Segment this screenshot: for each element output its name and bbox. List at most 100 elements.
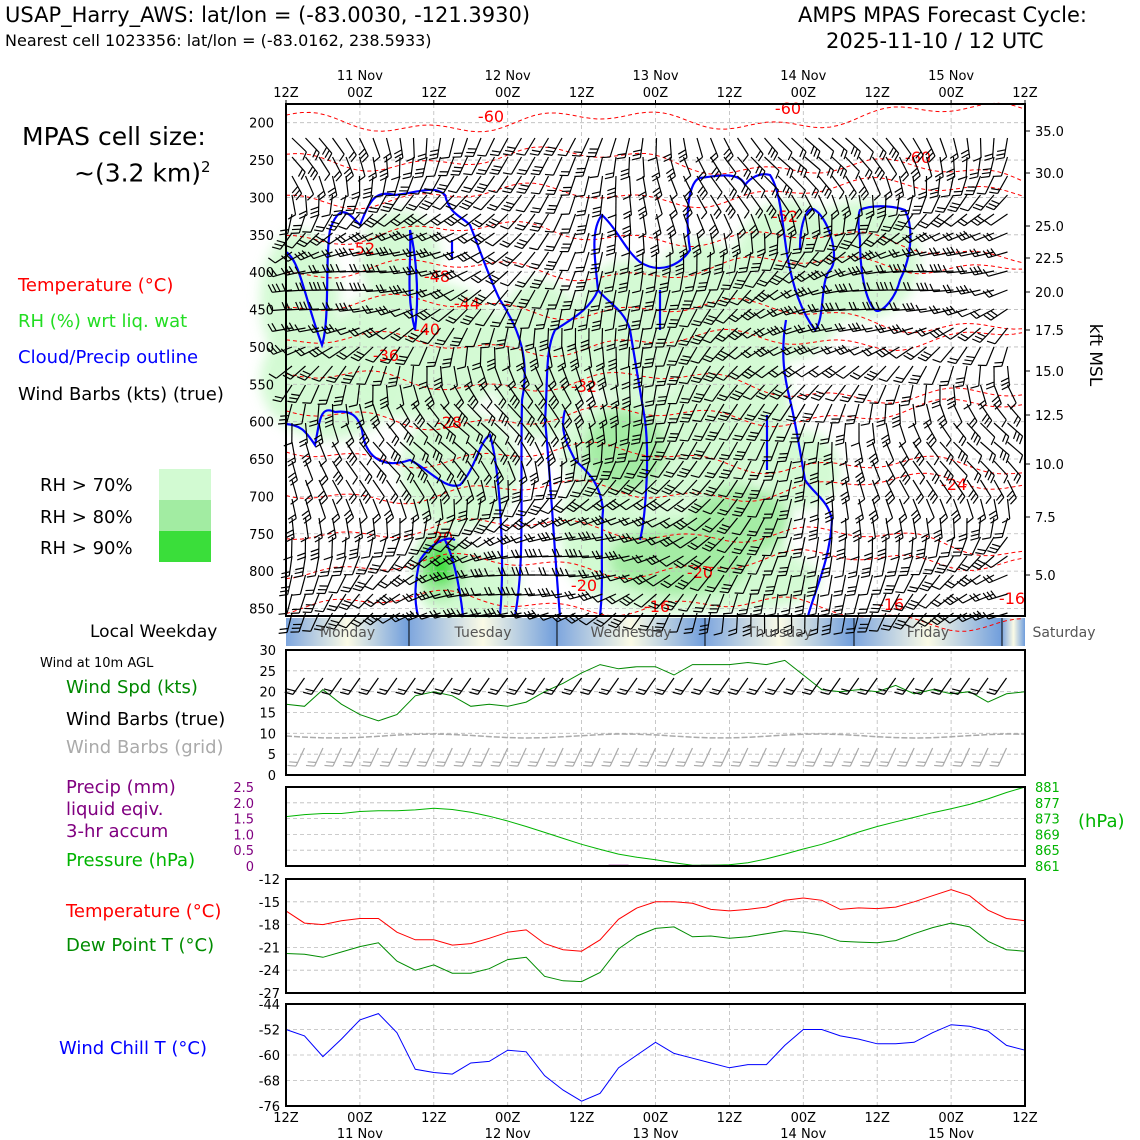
wind-barb-staff <box>609 137 617 158</box>
wind-barb-flag <box>448 202 457 208</box>
xsection-wind-barb <box>358 137 369 163</box>
wind-barb-flag <box>575 194 585 198</box>
wind-barb-staff <box>597 156 604 177</box>
wind-barb-flag <box>955 233 963 241</box>
xsection-wind-barb <box>937 403 948 429</box>
wind-barb-flag <box>547 208 556 211</box>
wind-barb-flag <box>786 167 791 176</box>
xsection-wind-barb <box>750 156 766 180</box>
xsection-wind-barb <box>545 194 563 214</box>
wind-barb-flag <box>575 251 584 254</box>
wind-barb-flag <box>698 281 708 284</box>
xsection-wind-barb <box>345 137 357 163</box>
wind-barb-flag <box>589 175 599 179</box>
wind-barb-flag <box>770 210 777 219</box>
wind-barb-flag <box>906 282 912 291</box>
wind-barb-flag <box>813 148 818 157</box>
wind-barb-staff <box>974 270 995 276</box>
wind-barb-flag <box>348 556 358 560</box>
xsection-wind-barb <box>982 248 1008 259</box>
wind-barb-staff <box>980 403 993 421</box>
wind-barb-staff <box>352 289 374 292</box>
xsection-wind-barb <box>502 137 523 156</box>
wind-barb-staff <box>399 498 407 519</box>
wind-barb-flag <box>835 373 844 379</box>
wind-barb-flag <box>358 148 366 156</box>
wind-barb-flag <box>504 149 514 153</box>
wind-barb-flag <box>915 304 921 313</box>
wind-barb-staff <box>669 232 674 253</box>
xsection-wind-barb <box>354 517 364 543</box>
wind-barb-flag <box>952 194 962 197</box>
xsection-wind-barb <box>372 536 388 558</box>
xsection-wind-barb <box>489 137 509 157</box>
wind-barb-staff <box>301 555 307 576</box>
wind-barb-flag <box>714 263 724 267</box>
legend-temperature-2m: Temperature (°C) <box>66 901 222 922</box>
wind-barb-flag <box>415 250 422 258</box>
wind-barb-flag <box>877 552 886 557</box>
wind-barb-staff <box>638 289 644 310</box>
xsection-wind-barb <box>898 441 910 467</box>
xsection-wind-barb <box>430 213 455 226</box>
wind-barb-flag <box>392 285 399 294</box>
wind-barb-flag <box>472 299 481 305</box>
wind-barb-staff <box>947 365 955 386</box>
wind-barb-flag <box>334 249 341 257</box>
wind-barb-staff <box>553 175 563 195</box>
wind-barb-staff <box>955 194 968 212</box>
xsection-wind-barb <box>546 289 563 310</box>
wind-barb-staff <box>952 403 963 423</box>
xsection-wind-barb <box>283 536 293 561</box>
xsection-wind-barb <box>979 479 992 505</box>
wind-barb-flag <box>953 190 963 193</box>
wind-barb-staff <box>682 175 693 195</box>
xsection-wind-barb <box>684 270 698 293</box>
wind-barb-flag <box>338 234 346 242</box>
xsection-wind-barb <box>338 213 360 230</box>
wind-barb-flag <box>766 204 772 213</box>
wind-barb-staff <box>537 251 550 270</box>
xsection-wind-barb <box>559 251 577 272</box>
xsection-wind-barb <box>691 232 702 258</box>
wind-barb-staff <box>400 194 414 212</box>
wind-barb-flag <box>822 259 831 265</box>
xsection-wind-barb <box>885 156 898 182</box>
wind-barb-staff <box>948 175 955 196</box>
wind-barb-flag <box>562 304 572 307</box>
wind-barb-flag <box>436 231 444 239</box>
wind-barb-flag <box>839 399 849 403</box>
wind-barb-staff <box>538 175 550 195</box>
wind-barb-flag <box>525 458 533 467</box>
wind-barb-staff <box>628 175 632 196</box>
xsection-wind-barb <box>317 479 328 505</box>
xsection-wind-barb <box>899 137 912 162</box>
wind-barb-flag <box>757 210 764 219</box>
xsection-wind-barb <box>606 175 617 200</box>
wind-barb-flag <box>973 266 979 275</box>
xsection-wind-barb <box>695 137 704 163</box>
xsection-wind-barb <box>388 230 414 241</box>
wind-barb-flag <box>291 228 301 231</box>
wind-barb-staff <box>970 346 982 365</box>
wind-barb-flag <box>879 172 885 181</box>
wind-barb-flag <box>499 261 508 267</box>
xsection-wind-barb <box>310 194 320 219</box>
wind-barb-staff <box>386 422 400 440</box>
wind-barb-staff <box>579 137 590 157</box>
wind-barb-staff <box>925 213 941 229</box>
wind-barb-staff <box>599 194 604 215</box>
xsection-wind-barb <box>603 289 617 312</box>
xsection-wind-barb <box>442 251 468 261</box>
wind-barb-flag <box>396 230 403 238</box>
wind-barb-flag <box>956 220 965 227</box>
wind-barb-staff <box>305 156 319 174</box>
wind-barb-staff <box>494 289 509 306</box>
wind-barb-staff <box>898 175 905 196</box>
wind-barb-staff <box>331 441 343 461</box>
wind-barb-flag <box>402 176 412 180</box>
wind-barb-flag <box>329 263 335 273</box>
wind-barb-flag <box>592 210 601 214</box>
wind-barb-flag <box>678 248 687 254</box>
xsection-wind-barb <box>380 194 401 213</box>
